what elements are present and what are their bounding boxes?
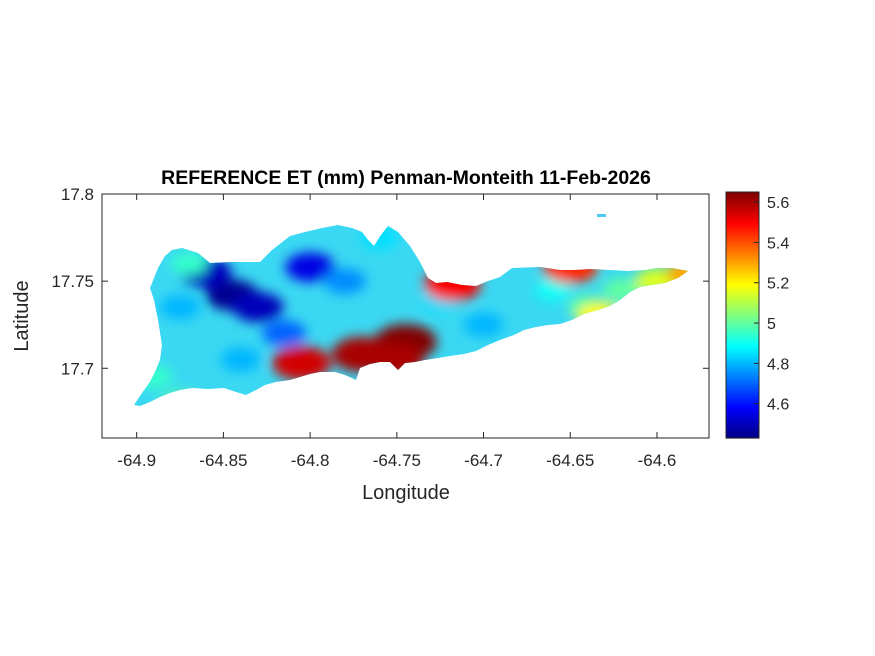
colorbar-tick-label: 4.6: [767, 397, 789, 414]
y-tick-label: 17.7: [61, 359, 94, 378]
colorbar-tick-label: 5.2: [767, 276, 789, 293]
y-tick-label: 17.8: [61, 185, 94, 204]
x-tick-label: -64.7: [464, 451, 503, 470]
x-axis: -64.9 -64.85 -64.8 -64.75 -64.7 -64.65 -64.6: [117, 194, 676, 470]
islet-marker: [597, 214, 606, 217]
plot-title: REFERENCE ET (mm) Penman-Monteith 11-Feb…: [161, 167, 651, 189]
x-tick-label: -64.85: [199, 451, 247, 470]
y-tick-label: 17.75: [51, 272, 94, 291]
field-sample: [272, 345, 331, 381]
y-axis: 17.8 17.75 17.7: [51, 185, 709, 378]
field-sample: [170, 252, 208, 276]
field-sample: [534, 278, 572, 302]
x-tick-label: -64.8: [291, 451, 330, 470]
field-sample: [159, 295, 201, 320]
colorbar-tick-label: 4.8: [767, 356, 789, 373]
x-axis-title: Longitude: [362, 482, 450, 504]
colorbar-tick-label: 5.6: [767, 195, 789, 212]
colorbar-tick-label: 5: [767, 316, 776, 333]
field-sample: [232, 292, 284, 323]
y-axis-title: Latitude: [11, 280, 33, 351]
field-sample: [262, 320, 307, 347]
x-tick-label: -64.6: [638, 451, 677, 470]
field-sample: [285, 252, 335, 282]
field-sample: [323, 268, 366, 294]
x-tick-label: -64.9: [117, 451, 156, 470]
colorbar-tick-label: 5.4: [767, 235, 789, 252]
field-sample: [220, 347, 261, 372]
x-tick-label: -64.75: [373, 451, 421, 470]
colorbar: 5.6 5.4 5.2 5 4.8 4.6: [725, 191, 789, 439]
field-sample: [463, 312, 504, 337]
x-tick-label: -64.65: [546, 451, 594, 470]
